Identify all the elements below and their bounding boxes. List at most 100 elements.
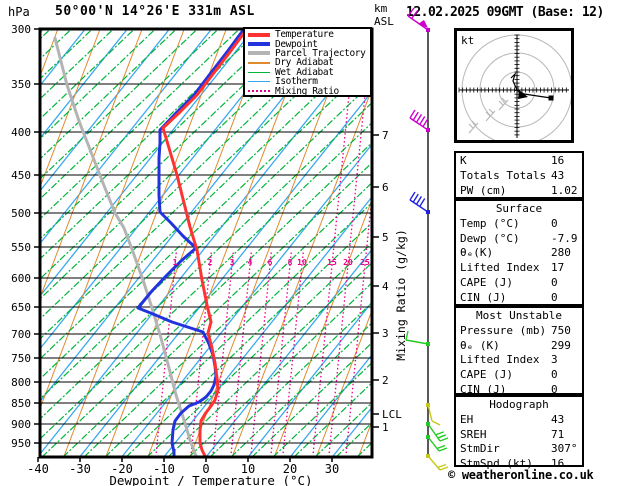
legend-item: Dewpoint <box>248 39 370 50</box>
isotherm-line <box>247 301 372 457</box>
hodograph-square-marker <box>548 95 554 101</box>
table-row-label: StmDir <box>460 442 500 456</box>
km-tick-label: 4 <box>382 280 389 293</box>
table-row-label: Lifted Index <box>460 353 540 367</box>
isotherm-line <box>40 29 128 140</box>
wind-barb-tick <box>422 118 429 128</box>
wet_adiabat-line <box>40 29 345 320</box>
wet_adiabat-line <box>40 29 324 300</box>
isotherm-line <box>79 90 372 457</box>
dry_adiabat-line <box>40 29 185 410</box>
km-tick-label: 5 <box>382 231 389 244</box>
legend-swatch <box>248 51 270 56</box>
dry_adiabat-line <box>63 29 227 457</box>
table-row-value: 43 <box>551 412 565 426</box>
km-tick-label: 2 <box>382 374 389 387</box>
legend-item-label: Mixing Ratio <box>275 85 339 97</box>
pressure-tick-label: 300 <box>11 23 31 36</box>
wet_adiabat-line <box>40 29 282 260</box>
pressure-tick-label: 350 <box>11 78 31 91</box>
wind-barb-tick <box>431 420 441 426</box>
pressure-tick-label: 800 <box>11 376 31 389</box>
wind-barb-tick <box>435 431 444 436</box>
table-row: K 16 <box>456 154 582 169</box>
table-row: PW (cm) 1.02 <box>456 184 582 199</box>
wind-barb <box>426 422 449 442</box>
mixing-ratio-label: 3 <box>230 258 235 267</box>
temp-tick-label: -30 <box>69 462 91 476</box>
dry_adiabat-line <box>273 198 372 457</box>
pressure-tick-label: 700 <box>11 328 31 341</box>
wind-barb-tick <box>439 466 449 471</box>
temp-tick-label: -40 <box>27 462 49 476</box>
table-row-value: 43 <box>551 168 565 182</box>
table-title: Most Unstable <box>475 309 563 322</box>
table-row-label: EH <box>460 412 474 426</box>
table-row-label: Totals Totals <box>460 168 547 182</box>
dewpoint-curve <box>136 29 246 457</box>
hodograph-table: Hodograph EH 43 SREH 71 StmDir 307° StmSpd (kt)… <box>454 395 584 470</box>
table-row-label: CIN (J) <box>460 290 507 304</box>
table-row-value: 0 <box>551 275 558 289</box>
legend-item-label: Parcel Trajectory <box>275 47 366 59</box>
wind-barb-pennant <box>418 20 428 28</box>
table-row-value: 280 <box>551 246 571 260</box>
wet_adiabat-line <box>40 29 303 280</box>
mixing-ratio-label: 4 <box>248 258 253 267</box>
wet_adiabat-line <box>40 29 198 180</box>
legend-swatch <box>248 42 270 47</box>
mixing-ratio-label: 1 <box>173 258 178 267</box>
km-tick-label: 3 <box>382 327 389 340</box>
wind-barb-arm <box>405 339 429 345</box>
pressure-tick-label: 450 <box>11 169 31 182</box>
temp-tick-label: 0 <box>202 462 209 476</box>
mixing-ratio-label: 10 <box>297 258 307 267</box>
wind-barb-tick <box>411 10 419 19</box>
legend-item-label: Dry Adiabat <box>275 57 334 69</box>
table-row: CIN (J) 0 <box>456 383 582 398</box>
legend-swatch <box>248 62 270 64</box>
table-row: Dewp (°C) -7.9 <box>456 232 582 247</box>
table-row-label: K <box>460 154 467 167</box>
wind-barb-tick <box>437 434 447 439</box>
isotherm-line <box>205 248 372 457</box>
pressure-tick-label: 550 <box>11 241 31 254</box>
table-title: Hodograph <box>489 398 549 411</box>
legend-item: Dry Adiabat <box>248 57 370 69</box>
isotherm-line <box>40 29 339 403</box>
mixing-ratio-label: 20 <box>343 258 353 267</box>
table-row-value: 16 <box>551 457 565 471</box>
table-row-label: θₑ (K) <box>460 338 500 352</box>
plot-background-lines <box>40 29 461 457</box>
wet_adiabat-line <box>40 29 156 140</box>
x-axis-title: Dewpoint / Temperature (°C) <box>109 473 312 486</box>
wind-barb-tick <box>437 463 447 469</box>
parcel-curve <box>53 36 198 457</box>
hodograph-plot: kt <box>458 34 573 146</box>
dry_adiabat-line <box>357 419 372 457</box>
isotherm-line <box>121 143 372 457</box>
km-tick-label: 1 <box>382 421 389 434</box>
table-row-label: Lifted Index <box>460 261 540 275</box>
legend: Temperature Dewpoint Parcel Trajectory Dry … <box>243 27 372 97</box>
table-row: EH 43 <box>456 413 582 428</box>
legend-item-label: Isotherm <box>275 76 318 88</box>
hodograph-wind-glyph <box>498 97 509 111</box>
legend-item-label: Temperature <box>275 29 334 41</box>
dry_adiabat-line <box>401 29 461 457</box>
dry_adiabat-line <box>105 29 269 457</box>
table-row: Lifted Index 17 <box>456 261 582 276</box>
table-row-value: 17 <box>551 261 565 275</box>
wind-barb <box>407 7 430 32</box>
table-row-label: Pressure (mb) <box>460 323 547 337</box>
wind-barb <box>409 109 430 132</box>
table-row-label: Dewp (°C) <box>460 231 520 245</box>
table-row: Pressure (mb) 750 <box>456 324 582 339</box>
pressure-axis-unit: hPa <box>8 5 30 19</box>
lcl-label: LCL <box>382 408 402 421</box>
table-row-value: 71 <box>551 427 565 441</box>
wet_adiabat-line <box>40 41 372 360</box>
temp-tick-label: 20 <box>283 462 297 476</box>
wind-barb-tick <box>438 447 448 452</box>
wind-barb-tick <box>419 116 426 125</box>
